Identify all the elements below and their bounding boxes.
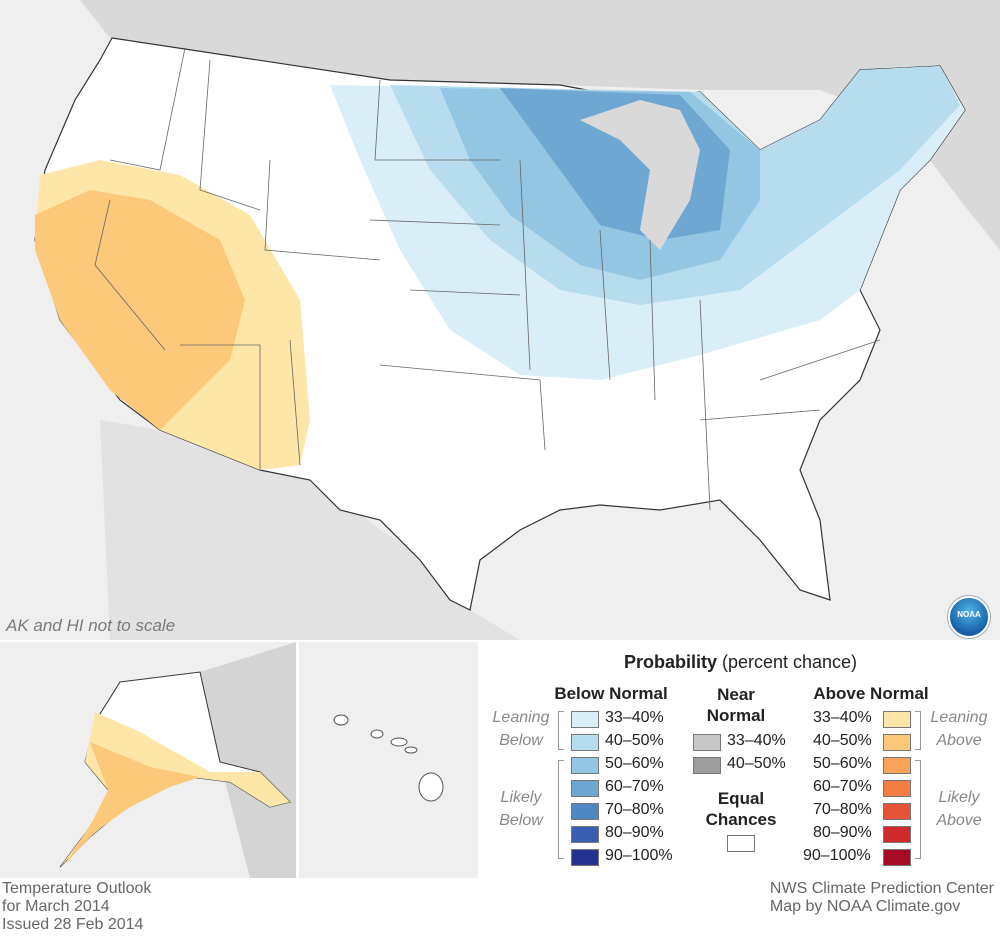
below-swatch-5 <box>571 803 599 820</box>
legend-panel: Probability (percent chance) Below Norma… <box>481 642 1000 878</box>
leaning-below-bracket <box>558 711 564 750</box>
above-swatch-2-label: 40–50% <box>813 732 872 749</box>
near-normal-heading-line2: Normal <box>706 706 766 725</box>
below-swatch-1 <box>571 711 599 728</box>
equal-chances-line1: Equal <box>717 789 765 808</box>
outlook-caption-line3: Issued 28 Feb 2014 <box>2 916 144 933</box>
below-swatch-4-label: 60–70% <box>605 778 664 795</box>
above-swatch-5-label: 70–80% <box>813 801 872 818</box>
below-swatch-7-label: 90–100% <box>605 847 673 864</box>
outlook-caption-line1: Temperature Outlook <box>2 880 152 897</box>
below-swatch-3-label: 50–60% <box>605 755 664 772</box>
legend-title: Probability (percent chance) <box>481 652 1000 673</box>
scale-note: AK and HI not to scale <box>6 616 176 635</box>
conus-map[interactable]: AK and HI not to scale NOAA <box>0 0 1000 640</box>
near-swatch-1-label: 33–40% <box>727 732 786 749</box>
outlook-caption-line2: for March 2014 <box>2 898 110 915</box>
state-lines <box>94 47 881 511</box>
above-swatch-6-label: 80–90% <box>813 824 872 841</box>
below-swatch-2 <box>571 734 599 751</box>
likely-above-label: Likely Above <box>936 789 982 829</box>
above-swatch-5 <box>883 803 911 820</box>
above-swatch-6 <box>883 826 911 843</box>
below-normal-heading: Below Normal <box>554 684 668 703</box>
below-swatch-6-label: 80–90% <box>605 824 664 841</box>
equal-chances-swatch <box>727 835 755 852</box>
above-swatch-3-label: 50–60% <box>813 755 872 772</box>
ak-above-33-40-region <box>60 712 290 867</box>
above-swatch-4 <box>883 780 911 797</box>
above-40-50-region <box>35 190 245 430</box>
above-swatch-1 <box>883 711 911 728</box>
leaning-above-label: Leaning Above <box>930 709 988 749</box>
outlook-caption: Temperature Outlook for March 2014 Issue… <box>2 880 151 934</box>
likely-below-label: Likely Below <box>499 789 543 829</box>
conus-map-graphic <box>34 0 1000 640</box>
noaa-logo: NOAA <box>948 596 990 638</box>
below-swatch-5-label: 70–80% <box>605 801 664 818</box>
legend-title-bold: Probability <box>623 652 717 672</box>
credit-caption-line1: NWS Climate Prediction Center <box>769 880 994 897</box>
below-swatch-4 <box>571 780 599 797</box>
above-swatch-3 <box>883 757 911 774</box>
below-swatch-1-label: 33–40% <box>605 709 664 726</box>
ak-above-40-50-region <box>65 742 200 864</box>
alaska-inset[interactable] <box>0 642 296 878</box>
hawaii-map-graphic <box>333 714 444 802</box>
below-swatch-7 <box>571 849 599 866</box>
likely-below-bracket <box>558 760 564 859</box>
below-swatch-2-label: 40–50% <box>605 732 664 749</box>
equal-chances-heading: Equal Chances <box>696 788 786 830</box>
above-normal-heading: Above Normal <box>813 684 929 703</box>
noaa-logo-text: NOAA <box>957 610 981 619</box>
below-swatch-6 <box>571 826 599 843</box>
hawaii-islands <box>333 714 444 802</box>
canada-land-ak <box>200 642 296 878</box>
great-lakes <box>580 100 700 250</box>
near-normal-heading: Near Normal <box>701 684 771 726</box>
alaska-map-graphic <box>59 642 296 878</box>
likely-above-bracket <box>915 760 921 859</box>
leaning-above-bracket <box>915 711 921 750</box>
legend-title-rest: (percent chance) <box>721 652 858 672</box>
below-swatch-3 <box>571 757 599 774</box>
near-normal-heading-line1: Near <box>717 685 755 704</box>
credit-caption-line2: Map by NOAA Climate.gov <box>769 898 961 915</box>
equal-chances-line2: Chances <box>705 810 777 829</box>
credit-caption: NWS Climate Prediction Center Map by NOA… <box>770 880 994 916</box>
leaning-below-label: Leaning Below <box>492 709 550 749</box>
above-swatch-2 <box>883 734 911 751</box>
above-swatch-7-label: 90–100% <box>803 847 871 864</box>
near-swatch-2-label: 40–50% <box>727 755 786 772</box>
above-swatch-4-label: 60–70% <box>813 778 872 795</box>
near-swatch-2 <box>693 757 721 774</box>
near-swatch-1 <box>693 734 721 751</box>
mexico-land <box>100 420 520 640</box>
hawaii-inset[interactable] <box>299 642 478 878</box>
above-swatch-1-label: 33–40% <box>813 709 872 726</box>
canada-land <box>60 0 1000 250</box>
above-swatch-7 <box>883 849 911 866</box>
